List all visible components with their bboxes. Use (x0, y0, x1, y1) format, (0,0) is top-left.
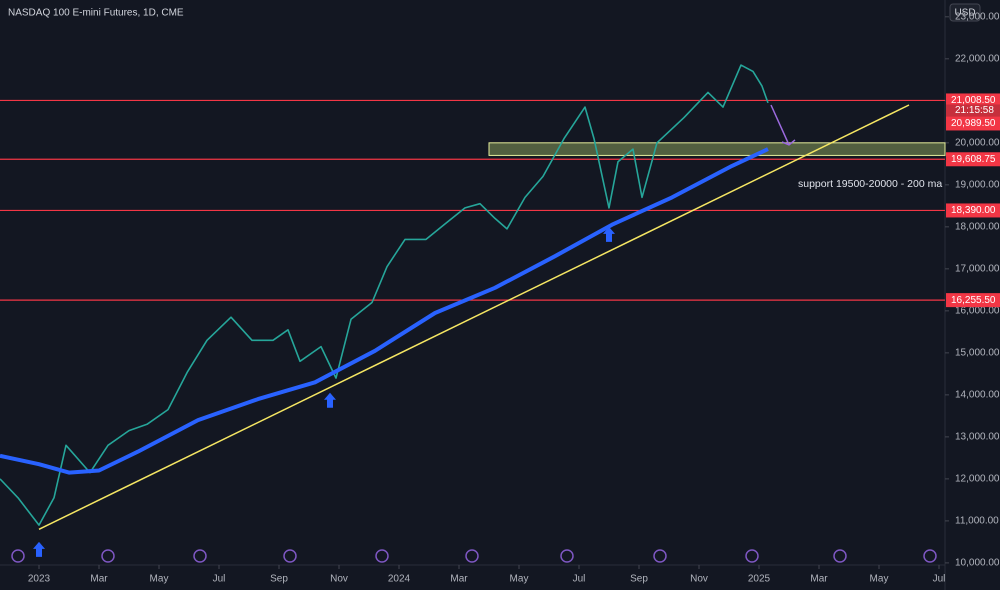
y-tick-label: 17,000.00 (955, 263, 1000, 274)
price-line (0, 147, 769, 475)
y-tick-label: 12,000.00 (955, 474, 1000, 485)
chart-title: NASDAQ 100 E-mini Futures, 1D, CME (8, 8, 184, 19)
x-tick-label: May (510, 574, 529, 585)
x-tick-label: May (870, 574, 889, 585)
y-tick-label: 14,000.00 (955, 390, 1000, 401)
event-icon (560, 549, 574, 563)
event-icon (11, 549, 25, 563)
x-tick-label: Mar (90, 574, 108, 585)
currency: USD (954, 8, 975, 19)
up-arrow (324, 392, 336, 408)
annotation: support 19500-20000 - 200 ma (798, 178, 942, 190)
x-tick-label: Nov (690, 574, 708, 585)
projection-head (781, 139, 796, 146)
level-label-box (946, 293, 1000, 308)
level-label: 16,255.50 (951, 295, 996, 306)
level-label: 18,390.00 (951, 205, 996, 216)
last-price: 20,989.50 (951, 118, 996, 129)
event-icon (923, 549, 937, 563)
event-icon (375, 549, 389, 563)
level-label-box (946, 203, 1000, 218)
price-line (0, 64, 769, 526)
event-icon (653, 549, 667, 563)
event-icon (465, 549, 479, 563)
x-tick-label: 2023 (28, 574, 51, 585)
up-arrow (33, 541, 45, 557)
projection-arrow (770, 104, 790, 146)
level-label-box (946, 152, 1000, 167)
x-tick-label: Mar (450, 574, 468, 585)
y-tick-label: 18,000.00 (955, 221, 1000, 232)
countdown: 21:15:58 (955, 105, 994, 116)
event-icon (833, 549, 847, 563)
up-arrow (603, 226, 615, 242)
currency-button[interactable] (949, 3, 981, 22)
trendline (38, 104, 910, 530)
events-row (11, 549, 937, 563)
y-tick-label: 20,000.00 (955, 137, 1000, 148)
y-tick-label: 11,000.00 (955, 516, 999, 527)
event-icon (193, 549, 207, 563)
countdown-box (946, 104, 1000, 117)
event-icon (283, 549, 297, 563)
y-tick-label: 16,000.00 (955, 305, 1000, 316)
level-label: 21,008.50 (951, 95, 996, 106)
y-tick-label: 22,000.00 (955, 53, 1000, 64)
x-tick-label: Jul (933, 574, 946, 585)
y-tick-label: 10,000.00 (955, 558, 1000, 569)
level-label: 19,608.75 (951, 154, 996, 165)
y-tick-label: 13,000.00 (955, 432, 1000, 443)
y-tick-label: 15,000.00 (955, 348, 1000, 359)
x-tick-label: 2024 (388, 574, 411, 585)
x-tick-label: May (150, 574, 169, 585)
level-label-box (946, 93, 1000, 108)
event-icon (745, 549, 759, 563)
x-tick-label: Sep (270, 574, 288, 585)
x-tick-label: 2025 (748, 574, 771, 585)
y-tick-label: 19,000.00 (955, 179, 1000, 190)
y-tick-label: 23,000.00 (955, 11, 1000, 22)
x-tick-label: Jul (213, 574, 226, 585)
x-tick-label: Sep (630, 574, 648, 585)
last-price-box (946, 116, 1000, 131)
x-tick-label: Jul (573, 574, 586, 585)
event-icon (101, 549, 115, 563)
x-tick-label: Nov (330, 574, 348, 585)
x-tick-label: Mar (810, 574, 828, 585)
support-zone (488, 142, 946, 156)
